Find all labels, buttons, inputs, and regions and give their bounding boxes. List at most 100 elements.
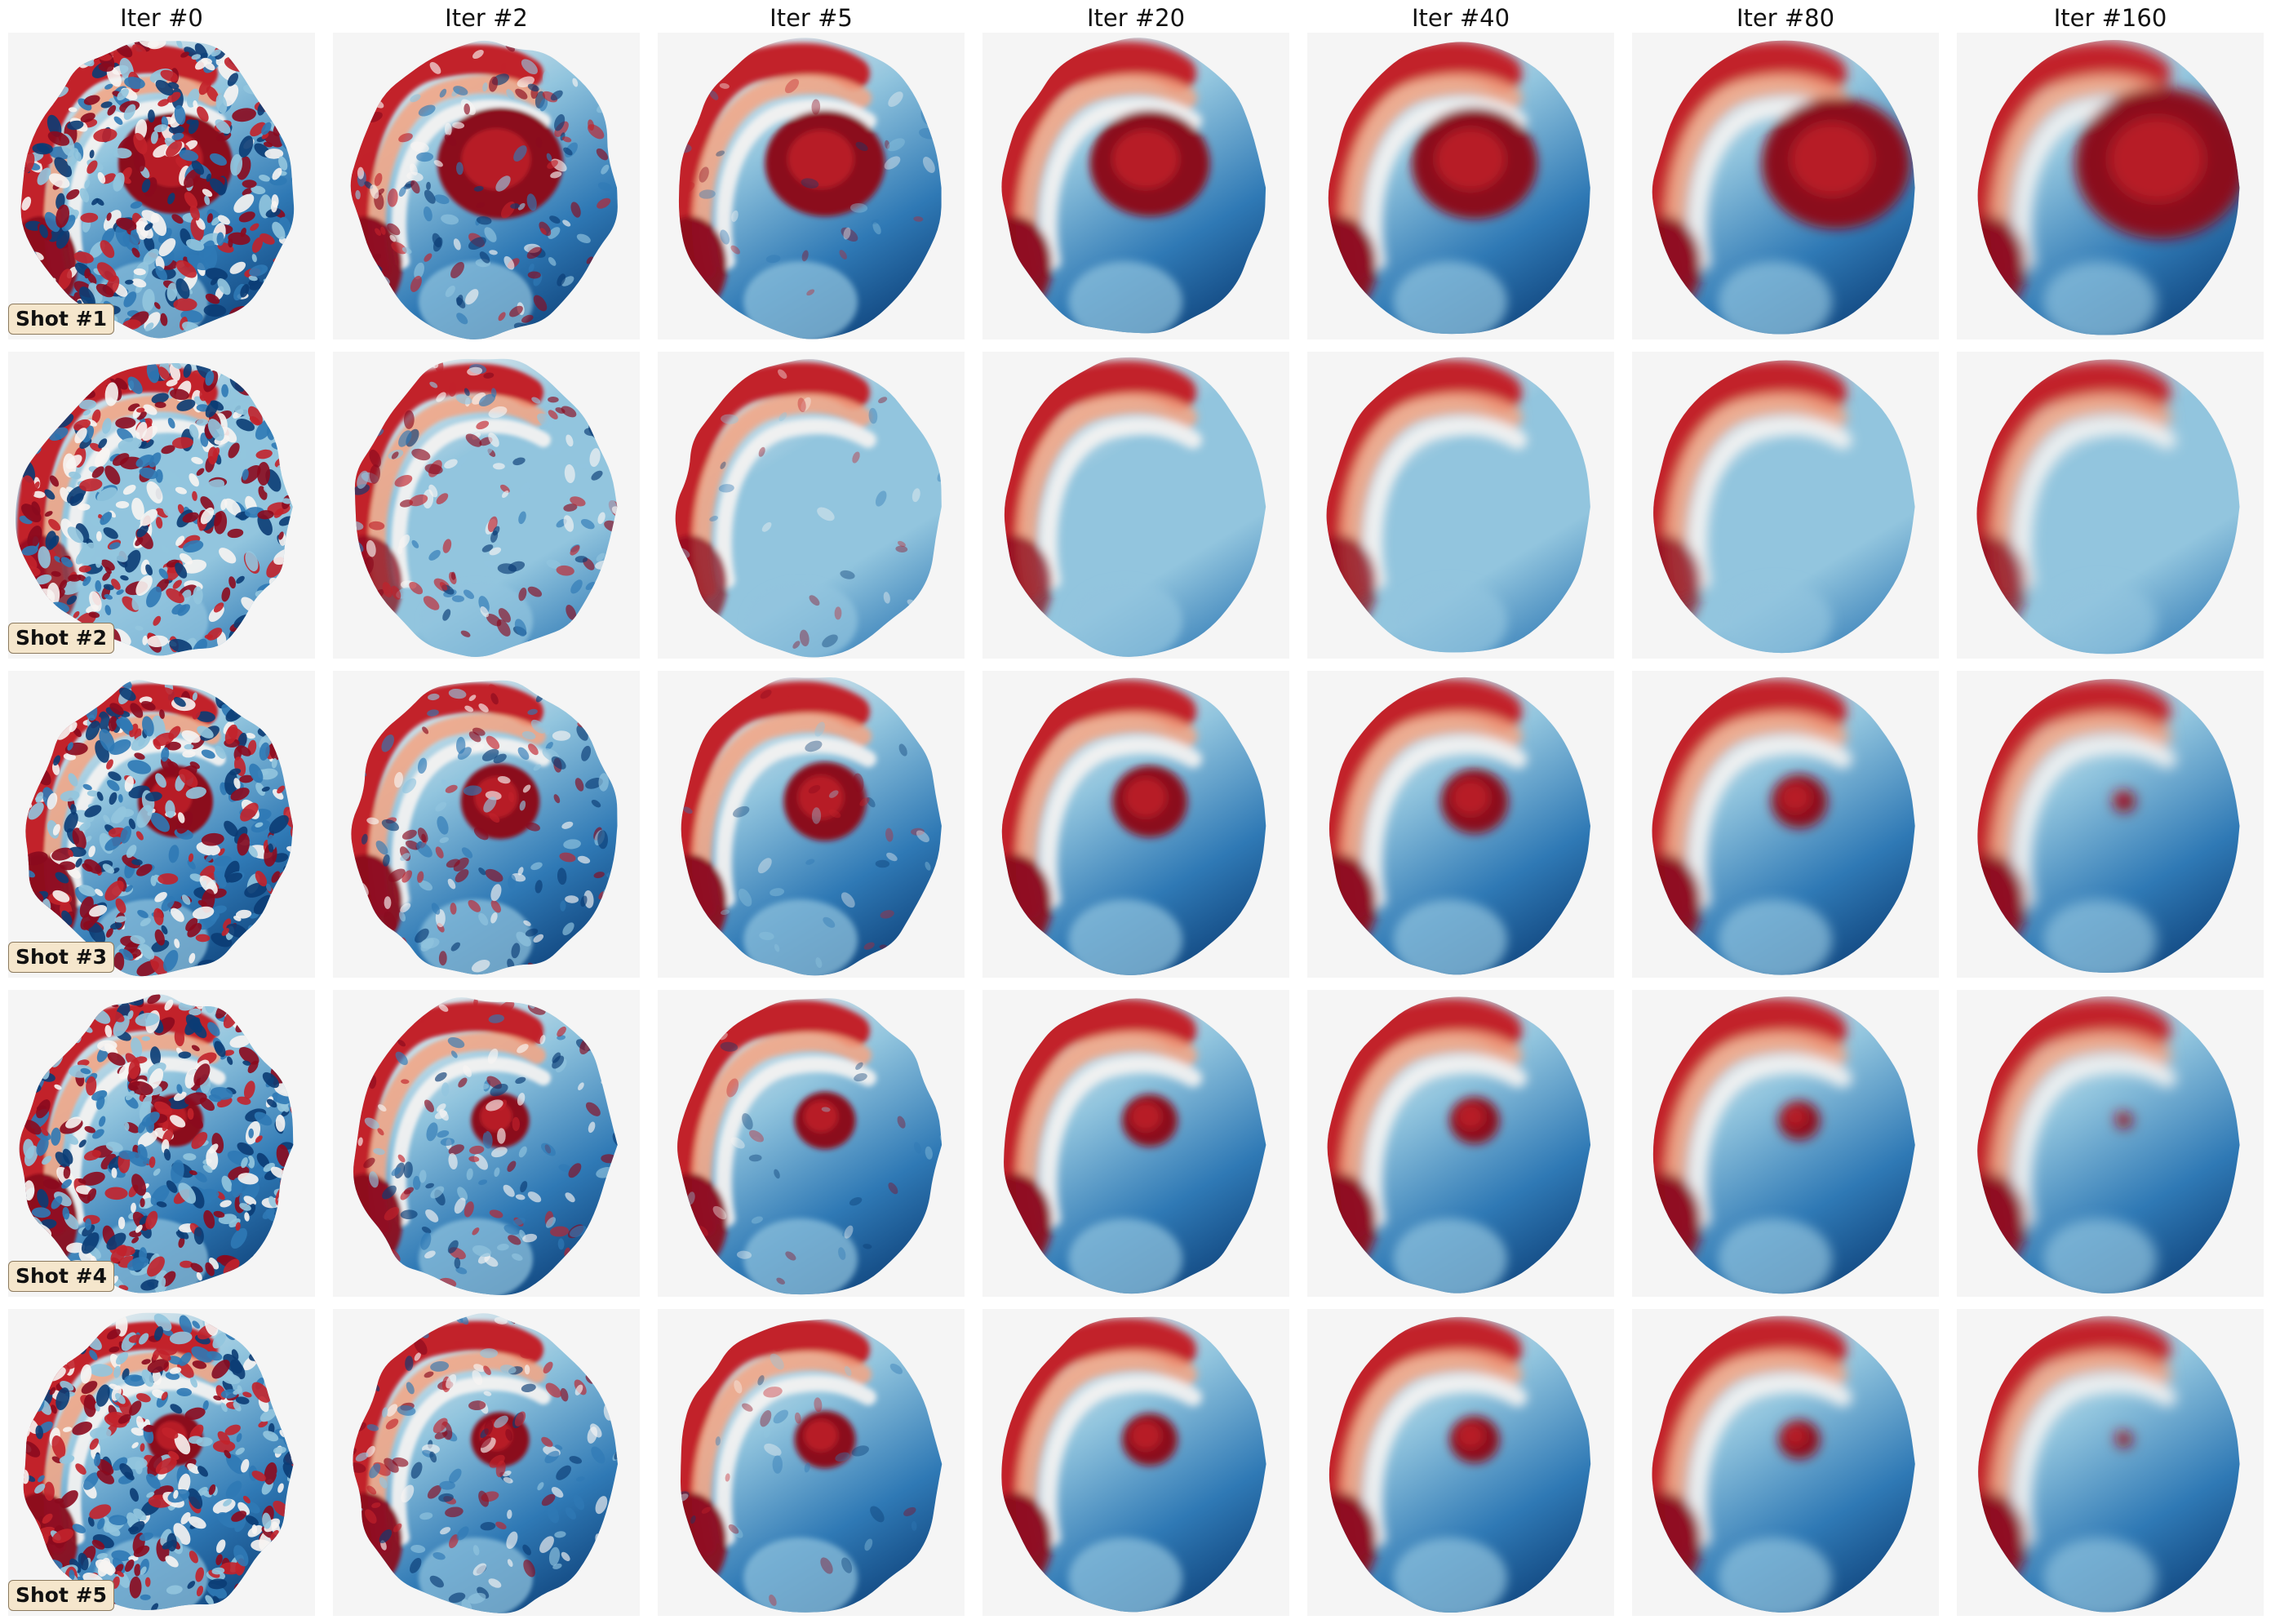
shot-label-4: Shot #4 [8,1261,114,1292]
panel-shot5-iter2 [658,1309,965,1616]
activation-map [678,38,942,339]
activation-map [353,1313,618,1613]
heart-surface [19,994,294,1293]
heart-surface [681,677,942,976]
heart-surface [1001,1316,1266,1613]
column-title-0: Iter #0 [120,4,203,32]
panel-shot3-iter5 [1632,671,1939,978]
panel-shot3-iter4 [1307,671,1614,978]
heart-surface [16,362,293,656]
heart-surface [1001,677,1266,975]
panel-shot1-iter5 [1632,33,1939,339]
heart-surface [1652,1316,1915,1613]
heart-surface [1001,38,1266,334]
activation-map [1977,678,2240,973]
panel-shot5-iter5 [1632,1309,1939,1616]
heart-surface [678,38,942,339]
noise-speckle [20,994,294,1293]
column-title-5: Iter #80 [1736,4,1835,32]
activation-map [1976,359,2240,654]
activation-map [1327,996,1591,1293]
activation-map [1004,998,1266,1294]
panel-shot5-iter4 [1307,1309,1614,1616]
column-title-4: Iter #40 [1411,4,1510,32]
heart-surface [353,1313,618,1613]
panel-shot2-iter4 [1307,352,1614,659]
panel-shot2-iter2 [658,352,965,659]
heart-surface [1976,359,2240,654]
activation-map [1326,357,1590,653]
panel-shot2-iter5 [1632,352,1939,659]
panel-shot1-iter3 [982,33,1289,339]
heart-surface [1327,996,1591,1293]
shot-label-5: Shot #5 [8,1580,114,1611]
activation-map [680,1319,943,1613]
heart-surface [1004,357,1266,657]
panel-shot5-iter6 [1957,1309,2264,1616]
heart-surface [23,1312,294,1610]
heart-surface [1004,998,1266,1294]
activation-map [681,677,942,976]
panel-shot3-iter1 [333,671,640,978]
heart-surface [25,680,294,977]
panel-shot2-iter6 [1957,352,2264,659]
heart-surface [354,358,618,657]
heart-surface [1328,677,1591,975]
heart-surface [1328,1316,1591,1613]
activation-map [1001,677,1266,975]
panel-shot3-iter6 [1957,671,2264,978]
panel-shot2-iter0: Shot #2 [8,352,315,659]
activation-map [675,359,942,658]
activation-map [1652,996,1915,1294]
panel-shot4-iter5 [1632,990,1939,1297]
activation-map [1001,38,1266,334]
shot-label-1: Shot #1 [8,304,114,335]
activation-map [23,1312,294,1610]
panel-shot5-iter0: Shot #5 [8,1309,315,1616]
activation-map [1652,1316,1915,1613]
panel-shot4-iter6 [1957,990,2264,1297]
column-title-1: Iter #2 [445,4,528,32]
heart-surface [1652,996,1915,1294]
activation-map [677,998,943,1295]
heart-surface [20,41,295,339]
activation-map [19,994,294,1293]
panel-shot1-iter4 [1307,33,1614,339]
panel-shot1-iter6 [1957,33,2264,339]
activation-map [350,40,618,339]
panel-shot3-iter0: Shot #3 [8,671,315,978]
activation-map [354,358,618,657]
panel-shot4-iter0: Shot #4 [8,990,315,1297]
heart-surface [1328,42,1590,335]
heart-surface [351,680,618,975]
activation-map [1652,40,1915,335]
column-title-3: Iter #20 [1086,4,1186,32]
panel-shot1-iter0: Shot #1 [8,33,315,339]
activation-map [1978,1316,2240,1613]
panel-shot2-iter3 [982,352,1289,659]
column-title-2: Iter #5 [770,4,853,32]
activation-map [16,362,293,656]
heart-surface [675,359,942,658]
activation-map [1977,996,2240,1293]
activation-map [1328,1316,1591,1613]
shot-label-2: Shot #2 [8,623,114,654]
heart-surface [1653,360,1915,654]
activation-map [1328,42,1590,335]
panel-shot3-iter3 [982,671,1289,978]
heart-surface [1977,39,2240,335]
activation-map [1653,360,1915,654]
activation-map [1652,677,1915,975]
shot-label-3: Shot #3 [8,942,114,973]
heart-surface [1652,677,1915,975]
heart-surface [350,40,618,339]
panel-shot4-iter1 [333,990,640,1297]
panel-shot2-iter1 [333,352,640,659]
heart-surface [680,1319,943,1613]
panel-shot4-iter4 [1307,990,1614,1297]
noise-speckle [353,1313,618,1613]
column-title-6: Iter #160 [2053,4,2167,32]
panel-shot4-iter2 [658,990,965,1297]
heart-surface [677,998,943,1295]
